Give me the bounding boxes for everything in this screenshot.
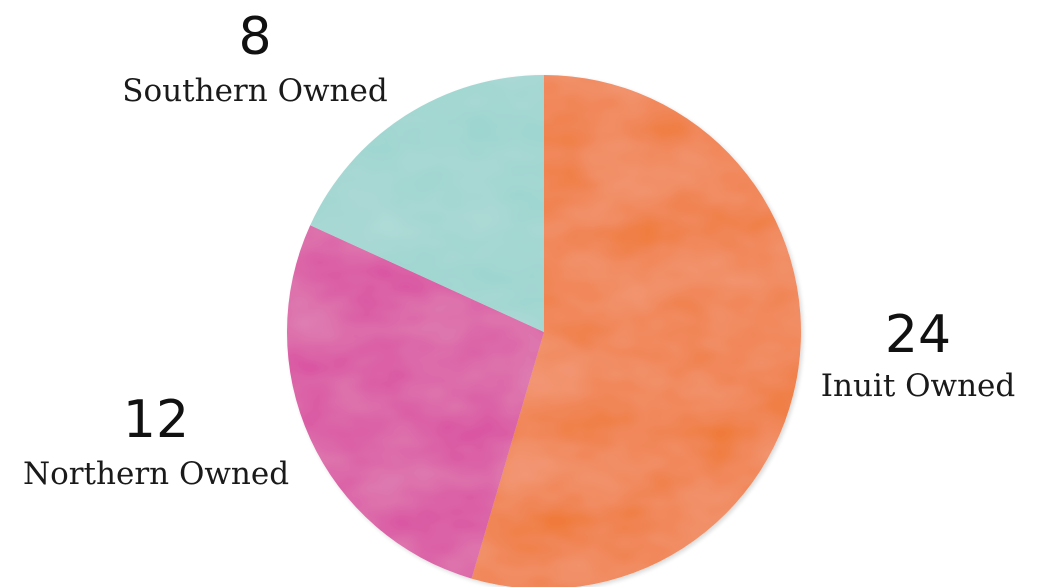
pie-slice-northern — [286, 225, 544, 579]
slice-name-inuit: Inuit Owned — [821, 368, 1016, 404]
slice-label-southern: 8 Southern Owned — [122, 7, 387, 109]
pie-slices — [286, 75, 801, 587]
slice-value-inuit: 24 — [885, 305, 951, 365]
slice-value-northern: 12 — [123, 390, 189, 450]
slice-name-southern: Southern Owned — [122, 73, 387, 109]
slice-value-southern: 8 — [238, 7, 271, 67]
slice-label-northern: 12 Northern Owned — [23, 390, 289, 492]
slice-label-inuit: 24 Inuit Owned — [821, 305, 1016, 404]
pie-slice-inuit — [471, 75, 801, 587]
slice-name-northern: Northern Owned — [23, 456, 289, 492]
pie-slice-southern — [310, 75, 544, 332]
